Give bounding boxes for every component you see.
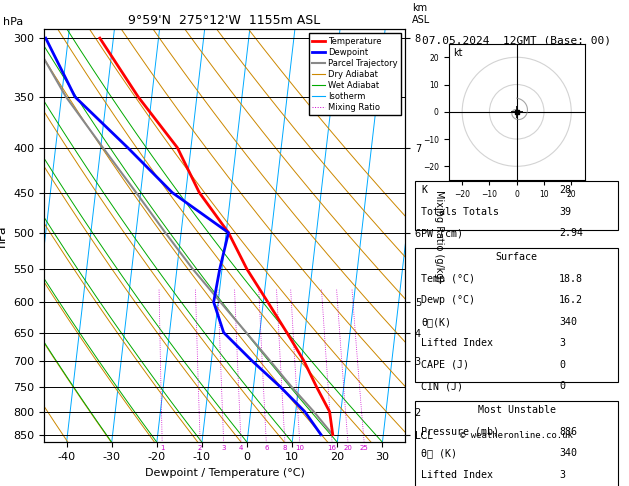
Text: 18.8: 18.8 bbox=[559, 274, 583, 284]
Text: Dewp (°C): Dewp (°C) bbox=[421, 295, 476, 305]
X-axis label: Dewpoint / Temperature (°C): Dewpoint / Temperature (°C) bbox=[145, 468, 304, 478]
Text: 886: 886 bbox=[559, 427, 577, 436]
Text: km
ASL: km ASL bbox=[412, 3, 430, 25]
Text: Temp (°C): Temp (°C) bbox=[421, 274, 476, 284]
Text: Lifted Index: Lifted Index bbox=[421, 338, 493, 348]
Text: CAPE (J): CAPE (J) bbox=[421, 360, 469, 370]
Title: 9°59'N  275°12'W  1155m ASL: 9°59'N 275°12'W 1155m ASL bbox=[128, 14, 321, 27]
Text: 1: 1 bbox=[160, 445, 164, 451]
Text: 3: 3 bbox=[559, 338, 565, 348]
Text: 07.05.2024  12GMT (Base: 00): 07.05.2024 12GMT (Base: 00) bbox=[422, 35, 611, 45]
Text: 8: 8 bbox=[282, 445, 287, 451]
Text: hPa: hPa bbox=[3, 17, 23, 27]
Y-axis label: hPa: hPa bbox=[0, 225, 8, 247]
Text: 340: 340 bbox=[559, 317, 577, 327]
Text: 340: 340 bbox=[559, 448, 577, 458]
Text: 3: 3 bbox=[559, 469, 565, 480]
Text: CIN (J): CIN (J) bbox=[421, 381, 464, 391]
Text: 28: 28 bbox=[559, 185, 571, 195]
Text: PW (cm): PW (cm) bbox=[421, 228, 464, 238]
Text: 16.2: 16.2 bbox=[559, 295, 583, 305]
Text: θᴄ (K): θᴄ (K) bbox=[421, 448, 457, 458]
Text: Totals Totals: Totals Totals bbox=[421, 207, 499, 217]
Text: 4: 4 bbox=[239, 445, 243, 451]
Text: 16: 16 bbox=[328, 445, 337, 451]
Text: 20: 20 bbox=[343, 445, 352, 451]
Text: K: K bbox=[421, 185, 427, 195]
Text: Surface: Surface bbox=[496, 252, 538, 262]
Text: θᴄ(K): θᴄ(K) bbox=[421, 317, 452, 327]
Text: 10: 10 bbox=[295, 445, 304, 451]
Y-axis label: Mixing Ratio (g/kg): Mixing Ratio (g/kg) bbox=[433, 190, 443, 282]
Text: Pressure (mb): Pressure (mb) bbox=[421, 427, 499, 436]
Text: 0: 0 bbox=[559, 381, 565, 391]
Text: 25: 25 bbox=[360, 445, 369, 451]
Text: Lifted Index: Lifted Index bbox=[421, 469, 493, 480]
Text: Most Unstable: Most Unstable bbox=[477, 405, 555, 415]
Text: 2: 2 bbox=[198, 445, 203, 451]
Text: 0: 0 bbox=[559, 360, 565, 370]
Text: 6: 6 bbox=[264, 445, 269, 451]
Legend: Temperature, Dewpoint, Parcel Trajectory, Dry Adiabat, Wet Adiabat, Isotherm, Mi: Temperature, Dewpoint, Parcel Trajectory… bbox=[309, 34, 401, 116]
Text: © weatheronline.co.uk: © weatheronline.co.uk bbox=[460, 431, 573, 440]
Text: 3: 3 bbox=[221, 445, 226, 451]
Text: 39: 39 bbox=[559, 207, 571, 217]
Text: 2.94: 2.94 bbox=[559, 228, 583, 238]
